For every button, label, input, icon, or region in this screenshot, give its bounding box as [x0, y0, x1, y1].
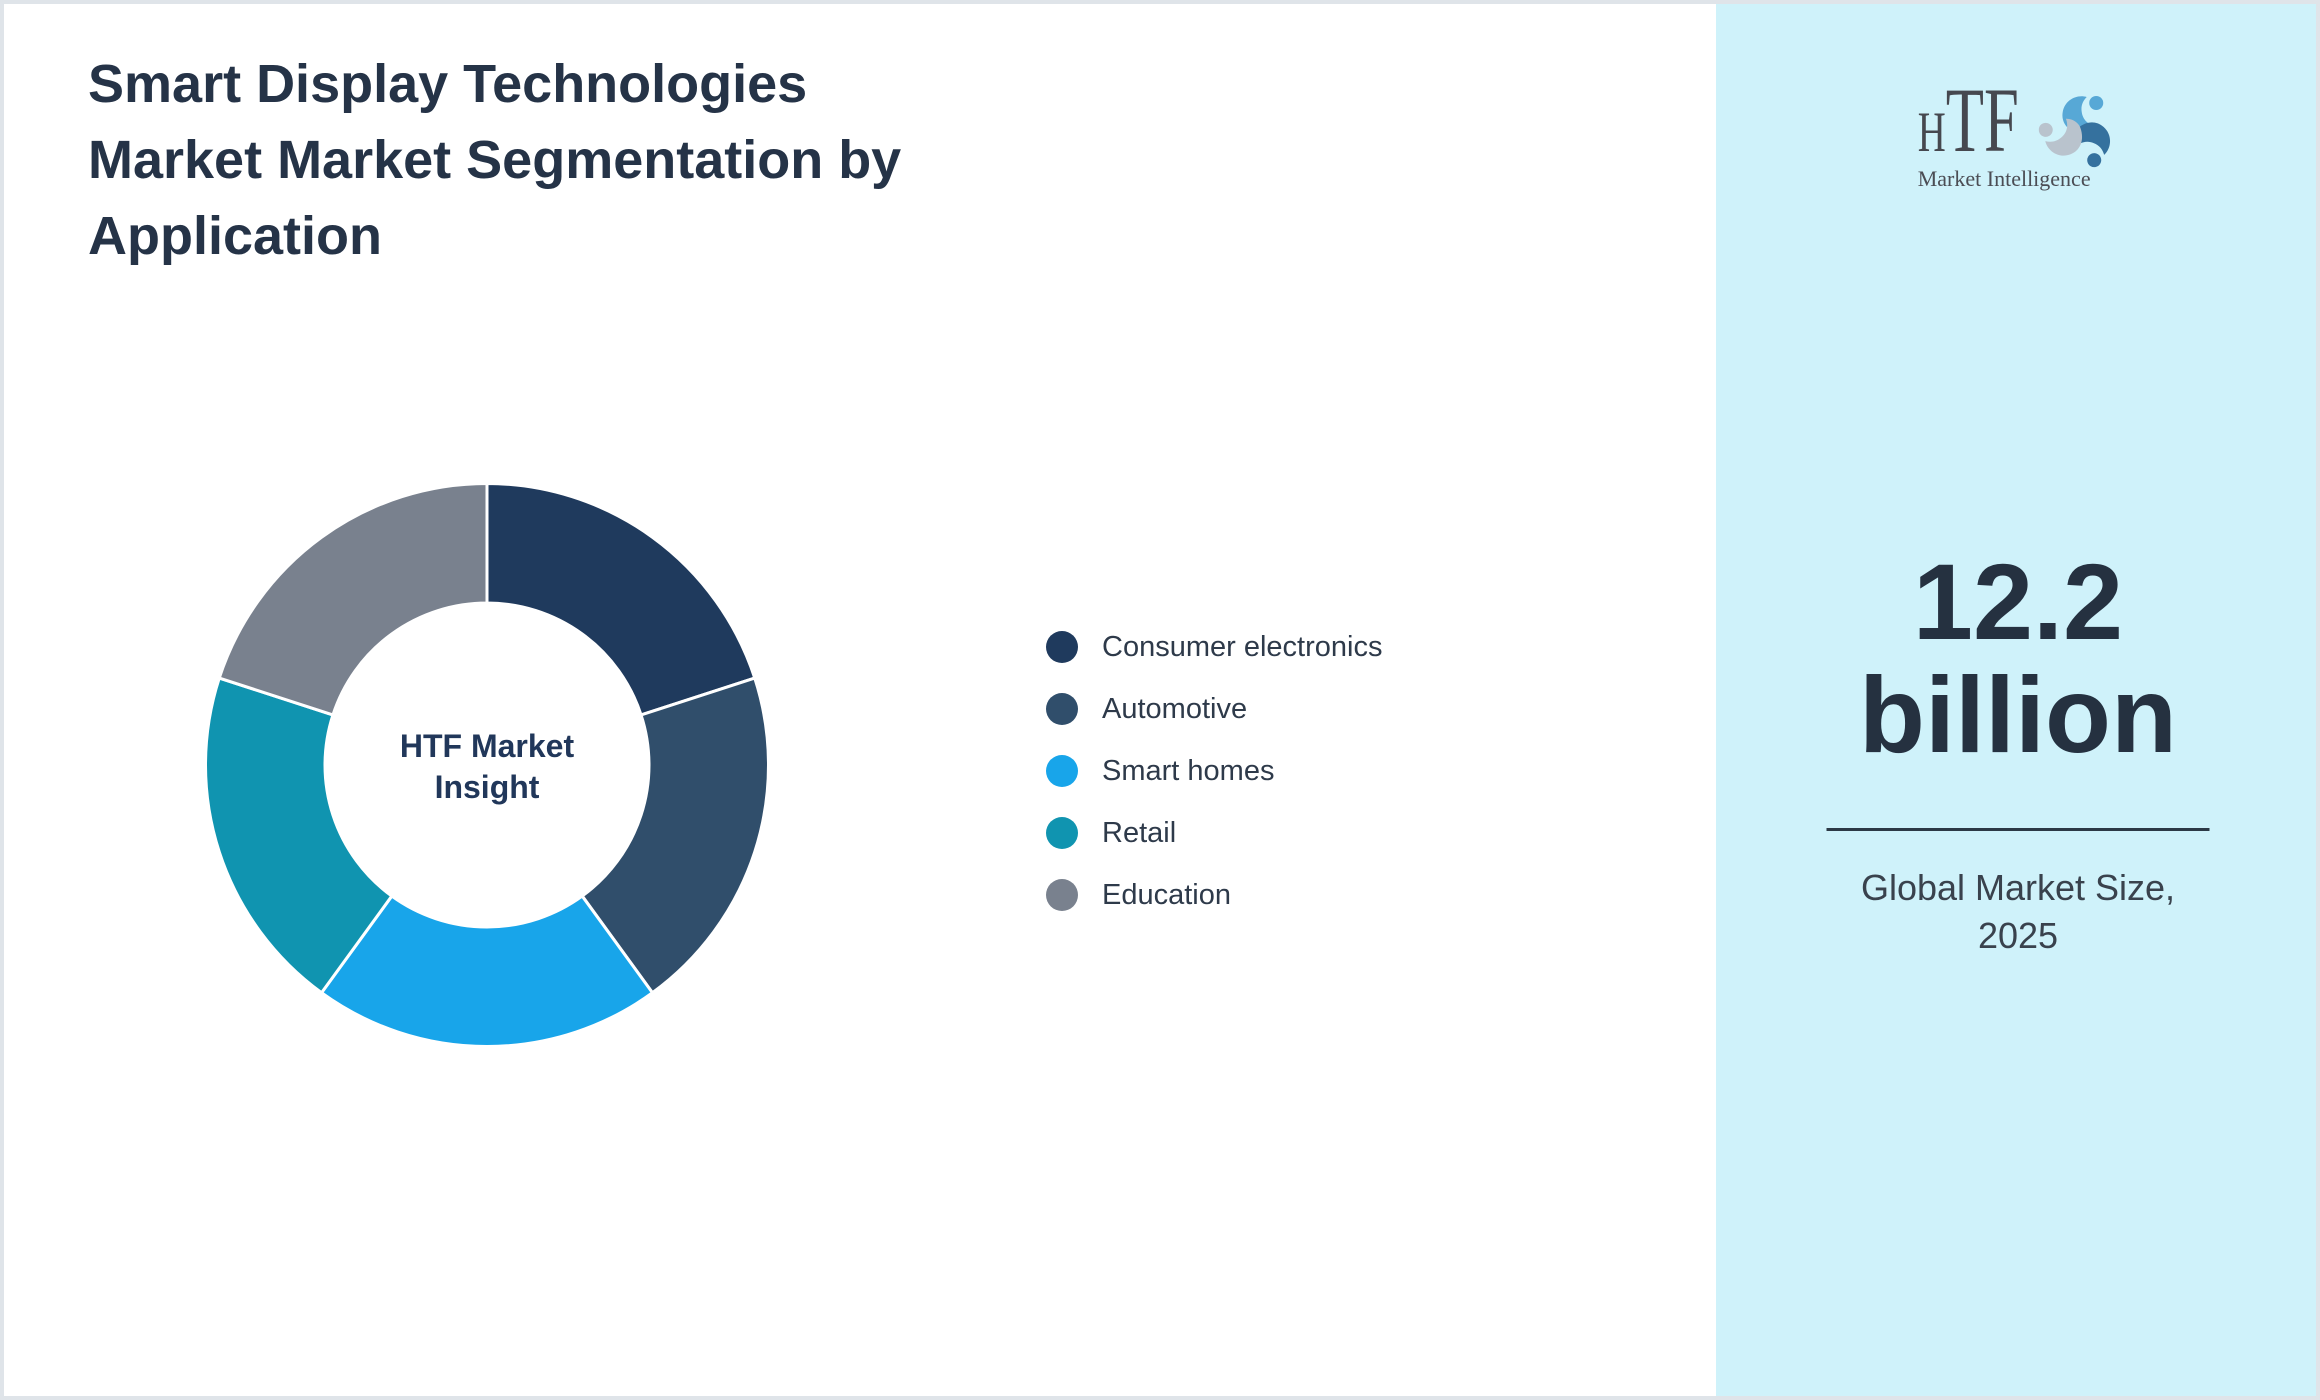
legend: Consumer electronics Automotive Smart home… — [1046, 631, 1382, 941]
logo-row: HTF — [1918, 74, 2119, 168]
donut-center-label: HTF Market Insight — [399, 728, 575, 805]
legend-item: Consumer electronics — [1046, 631, 1382, 663]
donut-slice-consumer-electronics — [485, 482, 757, 717]
legend-item: Retail — [1046, 817, 1382, 849]
donut-slice-smart-homes — [320, 894, 654, 1048]
donut-slice-automotive — [580, 676, 770, 995]
divider — [1826, 828, 2210, 831]
market-size-value: 12.2 billion — [1859, 541, 2177, 775]
sidebar: HTF Market Intelligence — [1716, 0, 2320, 1400]
logo-brand-initial: H — [1917, 101, 1946, 164]
market-size-caption: Global Market Size, 2025 — [1860, 867, 2176, 956]
legend-label: Retail — [1102, 816, 1177, 849]
donut-chart-area: HTF Market Insight — [204, 482, 770, 1048]
logo-brand: HTF — [1918, 74, 2019, 166]
legend-item: Education — [1046, 879, 1382, 911]
logo-swirl-figure-right — [2071, 122, 2110, 168]
legend-label: Automotive — [1102, 692, 1248, 725]
legend-label: Smart homes — [1102, 754, 1275, 787]
legend-dot — [1046, 879, 1078, 911]
legend-label: Education — [1102, 878, 1231, 911]
logo-swirl-figure-left — [2038, 118, 2082, 156]
donut-slice-retail — [204, 676, 394, 995]
donut-chart — [204, 482, 770, 1048]
logo-brand-rest: TF — [1945, 69, 2019, 171]
legend-label: Consumer electronics — [1102, 630, 1383, 663]
legend-dot — [1046, 817, 1078, 849]
legend-item: Smart homes — [1046, 755, 1382, 787]
legend-dot — [1046, 631, 1078, 663]
logo-swirl-icon — [2038, 96, 2110, 168]
legend-dot — [1046, 693, 1078, 725]
legend-dot — [1046, 755, 1078, 787]
legend-item: Automotive — [1046, 693, 1382, 725]
brand-logo: HTF Market Intelligence — [1918, 74, 2119, 192]
page-title: Smart Display Technologies Market Market… — [88, 54, 902, 266]
logo-tagline: Market Intelligence — [1917, 166, 2091, 191]
donut-slice-education — [217, 482, 489, 717]
